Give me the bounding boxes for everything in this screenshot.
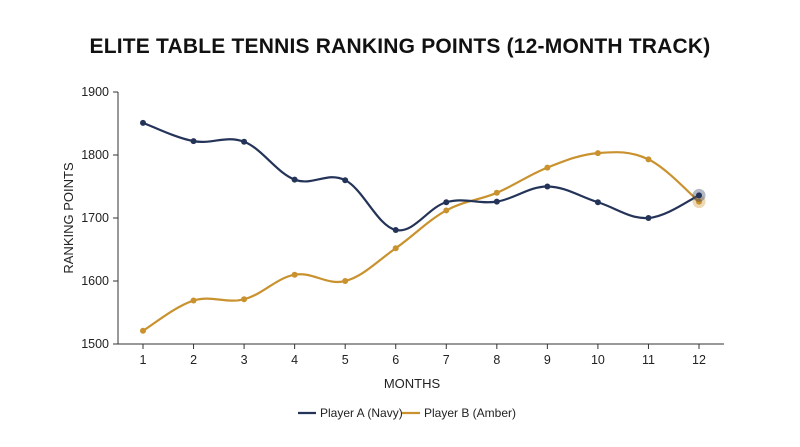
data-point [190, 297, 197, 304]
data-point [443, 199, 450, 206]
x-tick-label: 5 [342, 353, 349, 367]
y-tick-label: 1600 [81, 274, 109, 288]
legend-label: Player B (Amber) [424, 406, 516, 420]
data-point [291, 271, 298, 278]
x-tick-label: 8 [493, 353, 500, 367]
data-point [493, 198, 500, 205]
series-line-player-b [141, 151, 701, 332]
data-point [241, 296, 248, 303]
series-lines [141, 121, 701, 332]
chart-title: ELITE TABLE TENNIS RANKING POINTS (12-MO… [90, 35, 711, 58]
series-line-player-a [141, 121, 701, 232]
x-tick-label: 1 [140, 353, 147, 367]
axes [113, 91, 724, 349]
x-tick-label: 12 [692, 353, 706, 367]
x-tick-label: 9 [544, 353, 551, 367]
data-point [392, 226, 399, 233]
data-point [696, 198, 702, 205]
data-point [645, 215, 652, 221]
data-point [443, 207, 450, 214]
x-tick-label: 3 [241, 353, 248, 367]
y-tick-label: 1800 [81, 148, 109, 162]
data-point [544, 183, 551, 190]
y-tick-label: 1500 [81, 337, 109, 351]
data-point [140, 119, 146, 126]
x-tick-label: 6 [392, 353, 399, 367]
y-tick-label: 1900 [81, 85, 109, 99]
legend-label: Player A (Navy) [320, 406, 403, 420]
series-points [140, 119, 706, 334]
data-point [493, 189, 500, 196]
data-point [645, 156, 652, 163]
data-point [594, 199, 601, 206]
data-point [342, 278, 349, 284]
y-axis-label: RANKING POINTS [61, 162, 76, 274]
data-point [544, 164, 551, 171]
data-point [140, 327, 146, 334]
x-tick-label: 2 [190, 353, 197, 367]
data-point [190, 138, 197, 145]
y-tick-label: 1700 [81, 211, 109, 225]
data-point [342, 177, 349, 184]
x-tick-label: 7 [443, 353, 450, 367]
data-point [241, 138, 248, 145]
data-point [392, 245, 399, 252]
x-tick-label: 4 [291, 353, 298, 367]
data-point [594, 150, 601, 157]
legend: Player A (Navy) Player B (Amber) [298, 406, 516, 420]
x-axis-label: MONTHS [384, 376, 441, 391]
x-tick-label: 10 [591, 353, 605, 367]
data-point [291, 176, 298, 183]
x-tick-label: 11 [642, 353, 655, 367]
data-point [696, 192, 702, 199]
